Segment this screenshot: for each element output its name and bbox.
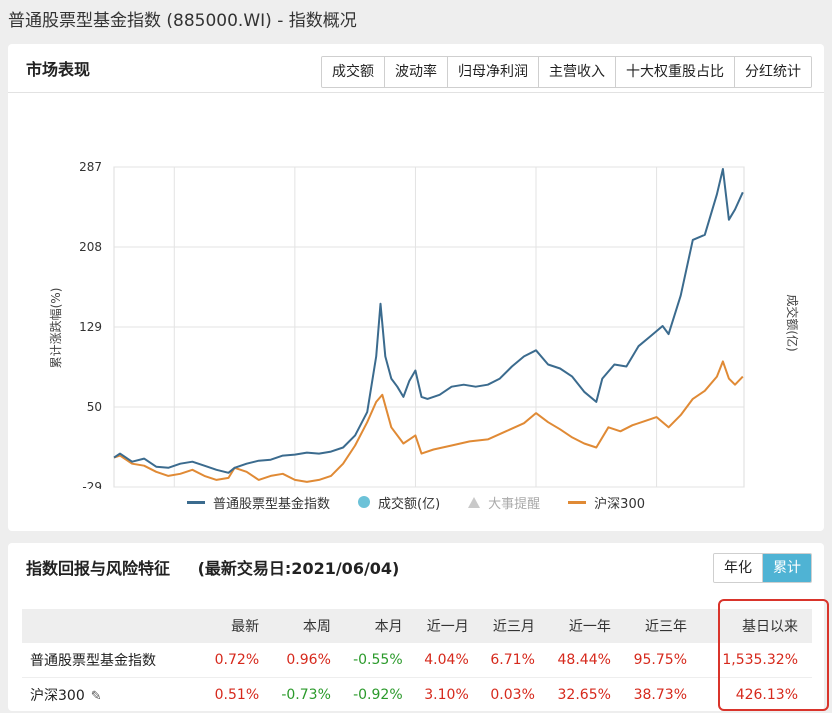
legend-item-csi300[interactable]: 沪深300 bbox=[568, 493, 645, 512]
y-tick-label: 208 bbox=[79, 240, 102, 254]
tab-turnover[interactable]: 成交额 bbox=[322, 57, 384, 87]
tab-net-profit[interactable]: 归母净利润 bbox=[447, 57, 538, 87]
y-tick-label: 129 bbox=[79, 320, 102, 334]
legend-label: 大事提醒 bbox=[488, 496, 541, 512]
tab-revenue[interactable]: 主营收入 bbox=[538, 57, 615, 87]
table-cell: 3.10% bbox=[416, 677, 483, 713]
table-cell: 4.04% bbox=[416, 643, 483, 678]
column-header: 本月 bbox=[344, 609, 417, 643]
y-tick-label: 287 bbox=[79, 160, 102, 174]
table-cell: -0.73% bbox=[273, 677, 345, 713]
page-title: 普通股票型基金指数 (885000.WI) - 指数概况 bbox=[8, 11, 357, 31]
triangle-swatch-icon bbox=[468, 496, 481, 508]
legend-label: 普通股票型基金指数 bbox=[212, 496, 330, 512]
y-tick-label: 50 bbox=[87, 400, 102, 414]
legend-item-events[interactable]: 大事提醒 bbox=[468, 493, 540, 512]
y2-axis-label: 成交额(亿) bbox=[785, 294, 800, 351]
market-card: 市场表现 成交额 波动率 归母净利润 主营收入 十大权重股占比 分红统计 287… bbox=[8, 44, 824, 531]
toggle-annualized[interactable]: 年化 bbox=[714, 554, 762, 582]
column-header: 本周 bbox=[273, 609, 345, 643]
table-cell: -0.92% bbox=[344, 677, 417, 713]
return-mode-toggle: 年化 累计 bbox=[713, 553, 812, 583]
table-cell: 38.73% bbox=[624, 677, 701, 713]
column-header: 近一月 bbox=[416, 609, 483, 643]
y-tick-label: -29 bbox=[82, 480, 102, 489]
y-axis-label: 累计涨跌幅(%) bbox=[48, 288, 63, 369]
tab-volatility[interactable]: 波动率 bbox=[384, 57, 447, 87]
column-header: 最新 bbox=[207, 609, 274, 643]
toggle-cumulative[interactable]: 累计 bbox=[762, 554, 811, 582]
table-cell: 426.13% bbox=[701, 677, 812, 713]
series-line-csi300 bbox=[113, 360, 744, 483]
legend-item-fund-index[interactable]: 普通股票型基金指数 bbox=[186, 493, 330, 512]
market-title: 市场表现 bbox=[26, 60, 91, 79]
row-name[interactable]: 普通股票型基金指数 bbox=[22, 643, 207, 678]
legend-item-turnover[interactable]: 成交额(亿) bbox=[358, 493, 440, 512]
legend-label: 成交额(亿) bbox=[378, 496, 441, 512]
tab-top10-weight[interactable]: 十大权重股占比 bbox=[615, 57, 734, 87]
latest-trade-date: (最新交易日:2021/06/04) bbox=[197, 559, 400, 578]
table-cell: 0.03% bbox=[482, 677, 549, 713]
returns-header: 指数回报与风险特征 (最新交易日:2021/06/04) bbox=[26, 555, 399, 579]
column-header: 近三年 bbox=[624, 609, 701, 643]
line-swatch-icon bbox=[186, 500, 205, 504]
table-cell: 48.44% bbox=[548, 643, 625, 678]
column-header bbox=[22, 609, 207, 643]
table-row: 沪深300 ✎ 0.51% -0.73% -0.92% 3.10% 0.03% 3… bbox=[22, 677, 812, 713]
line-swatch-icon bbox=[568, 500, 587, 504]
row-name-cell: 沪深300 ✎ bbox=[22, 677, 207, 713]
column-header: 近三月 bbox=[482, 609, 549, 643]
row-name[interactable]: 沪深300 bbox=[30, 688, 85, 704]
table-cell: 0.72% bbox=[207, 643, 274, 678]
table-cell: 0.51% bbox=[207, 677, 274, 713]
table-cell: 1,535.32% bbox=[701, 643, 812, 678]
legend-label: 沪深300 bbox=[594, 496, 645, 512]
returns-card: 指数回报与风险特征 (最新交易日:2021/06/04) 年化 累计 最新 本周… bbox=[8, 543, 824, 713]
table-cell: 0.96% bbox=[273, 643, 345, 678]
returns-table: 最新 本周 本月 近一月 近三月 近一年 近三年 基日以来 普通股票型基金指数 … bbox=[22, 609, 812, 713]
table-row: 普通股票型基金指数 0.72% 0.96% -0.55% 4.04% 6.71%… bbox=[22, 643, 812, 678]
pencil-icon[interactable]: ✎ bbox=[90, 689, 102, 704]
series-line-fund-index bbox=[113, 168, 744, 474]
column-header: 近一年 bbox=[548, 609, 625, 643]
market-card-header: 市场表现 成交额 波动率 归母净利润 主营收入 十大权重股占比 分红统计 bbox=[8, 44, 824, 93]
performance-chart: 28720812950-2912-01-0114-01-0116-01-0118… bbox=[48, 160, 800, 489]
table-cell: 32.65% bbox=[548, 677, 625, 713]
table-cell: 95.75% bbox=[624, 643, 701, 678]
chart-legend: 普通股票型基金指数 成交额(亿) 大事提醒 沪深300 bbox=[8, 491, 824, 513]
table-cell: 6.71% bbox=[482, 643, 549, 678]
market-tabs: 成交额 波动率 归母净利润 主营收入 十大权重股占比 分红统计 bbox=[321, 56, 812, 88]
column-header: 基日以来 bbox=[701, 609, 812, 643]
tab-dividend[interactable]: 分红统计 bbox=[734, 57, 811, 87]
dot-swatch-icon bbox=[358, 496, 370, 508]
table-header-row: 最新 本周 本月 近一月 近三月 近一年 近三年 基日以来 bbox=[22, 609, 812, 643]
returns-title: 指数回报与风险特征 bbox=[26, 559, 171, 578]
table-cell: -0.55% bbox=[344, 643, 417, 678]
